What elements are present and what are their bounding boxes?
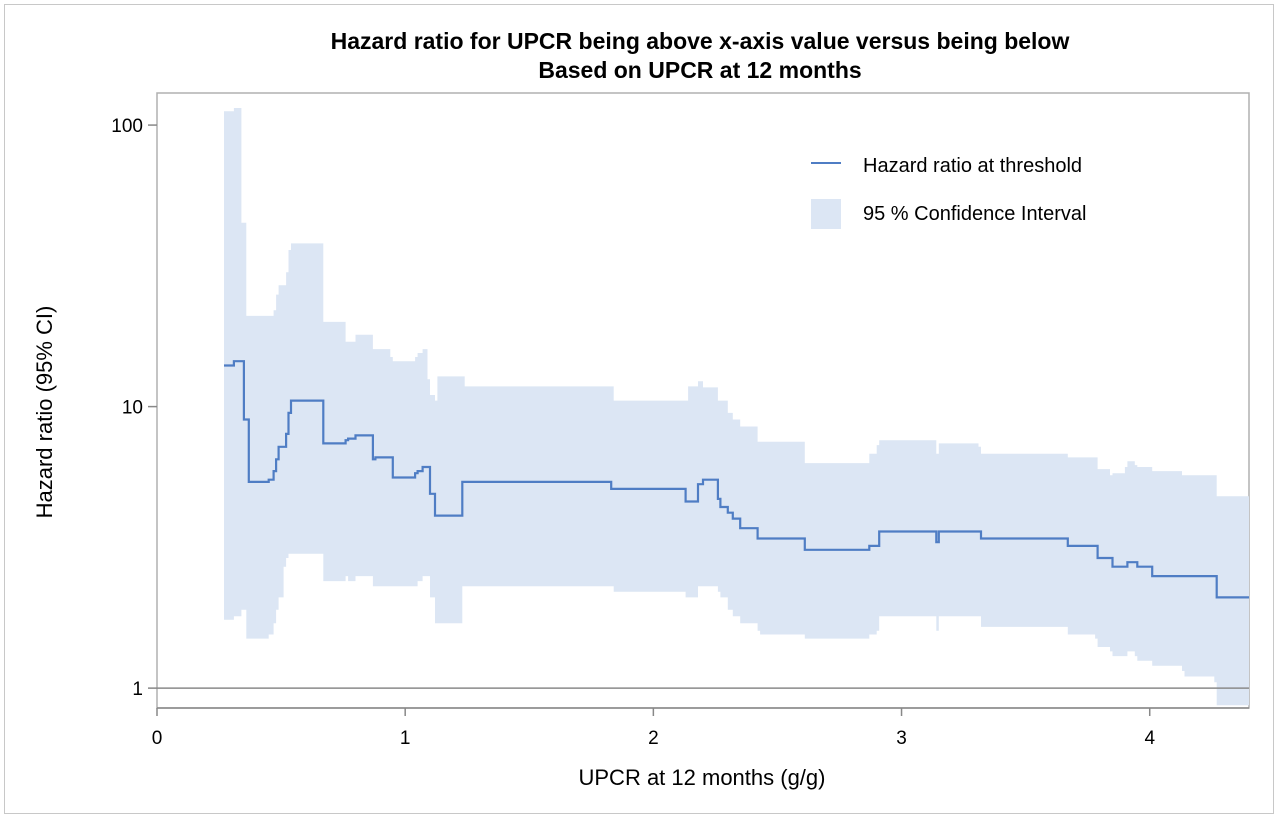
- legend: Hazard ratio at threshold 95 % Confidenc…: [811, 155, 1086, 229]
- y-tick-label: 10: [122, 398, 143, 419]
- hazard-ratio-line-layer: [224, 360, 1249, 599]
- hazard-ratio-line: [224, 360, 1249, 599]
- x-tick-label: 4: [1144, 728, 1155, 749]
- y-axis-label: Hazard ratio (95% CI): [32, 306, 57, 519]
- y-axis: 1 10 100: [111, 116, 157, 700]
- chart-subtitle: Based on UPCR at 12 months: [538, 57, 861, 83]
- confidence-band-layer: [224, 108, 1249, 706]
- x-tick-label: 0: [152, 728, 163, 749]
- y-tick-label: 1: [132, 679, 143, 700]
- legend-band-swatch: [811, 199, 841, 229]
- x-axis: 0 1 2 3 4: [152, 707, 1249, 749]
- chart-title: Hazard ratio for UPCR being above x-axis…: [331, 28, 1070, 54]
- x-tick-label: 1: [400, 728, 411, 749]
- confidence-band: [224, 108, 1249, 706]
- chart-frame: [4, 4, 1274, 814]
- x-axis-label: UPCR at 12 months (g/g): [579, 765, 826, 790]
- y-tick-label: 100: [111, 116, 143, 137]
- x-tick-label: 2: [648, 728, 659, 749]
- legend-label-confidence-interval: 95 % Confidence Interval: [863, 203, 1086, 225]
- legend-label-hazard-ratio: Hazard ratio at threshold: [863, 155, 1082, 177]
- x-tick-label: 3: [896, 728, 907, 749]
